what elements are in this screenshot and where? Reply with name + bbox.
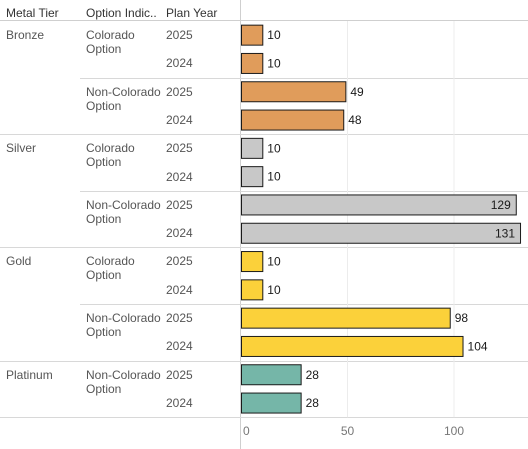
option-indicator-line: Colorado — [86, 254, 135, 269]
option-indicator-label: Non-Colorado Option — [86, 85, 161, 113]
option-indicator-label: Colorado Option — [86, 28, 135, 56]
option-indicator-label: Colorado Option — [86, 141, 135, 169]
bar[interactable] — [241, 24, 264, 46]
plan-year-label: 2025 — [166, 254, 193, 269]
tier-separator — [0, 134, 528, 135]
option-separator — [80, 304, 528, 305]
bar-value-label: 10 — [267, 141, 281, 155]
option-indicator-line: Option — [86, 42, 122, 56]
bar-value-label: 104 — [468, 339, 488, 353]
bar[interactable] — [241, 279, 264, 301]
option-indicator-label: Non-Colorado Option — [86, 368, 161, 396]
metal-tier-label: Bronze — [6, 28, 45, 42]
option-indicator-line: Non-Colorado — [86, 311, 161, 325]
bar[interactable] — [241, 166, 264, 188]
bar[interactable] — [241, 307, 451, 329]
metal-tier-label: Gold — [6, 254, 32, 269]
bar-value-label: 10 — [267, 28, 281, 42]
bar-value-label: 49 — [350, 85, 364, 99]
plan-year-label: 2025 — [166, 141, 193, 156]
option-indicator-line: Non-Colorado — [86, 84, 161, 99]
option-separator — [80, 191, 528, 192]
tier-separator — [0, 417, 528, 418]
plan-year-label: 2024 — [166, 226, 193, 241]
plan-year-header[interactable]: Plan Year — [166, 6, 218, 20]
tier-separator — [0, 247, 528, 248]
x-tick-label: 100 — [444, 424, 464, 438]
bar[interactable] — [241, 81, 347, 103]
bar-value-label: 98 — [455, 311, 469, 325]
bar-value-label: 28 — [306, 368, 320, 382]
plan-year-label: 2025 — [166, 367, 193, 382]
option-indicator-line: Option — [86, 325, 122, 339]
bar-value-label: 10 — [267, 56, 281, 70]
option-indicator-line: Option — [86, 268, 122, 283]
plan-year-label: 2024 — [166, 282, 193, 297]
bar-value-label: 48 — [348, 113, 362, 127]
option-indicator-line: Colorado — [86, 28, 135, 42]
axis-divider — [240, 0, 241, 449]
bar-value-label: 131 — [495, 226, 515, 240]
bar[interactable] — [241, 222, 522, 244]
bar[interactable] — [241, 194, 517, 216]
plan-year-label: 2024 — [166, 339, 193, 354]
option-indicator-header[interactable]: Option Indic.. — [86, 6, 157, 20]
plan-year-label: 2025 — [166, 311, 193, 325]
option-indicator-label: Non-Colorado Option — [86, 311, 161, 339]
bar[interactable] — [241, 52, 264, 74]
metal-tier-header[interactable]: Metal Tier — [6, 6, 59, 20]
bar[interactable] — [241, 251, 264, 273]
bar-value-label: 10 — [267, 170, 281, 184]
header-divider — [0, 20, 528, 21]
bar-value-label: 10 — [267, 283, 281, 297]
plan-year-label: 2025 — [166, 28, 193, 42]
bar-value-label: 10 — [267, 255, 281, 269]
plan-year-label: 2024 — [166, 56, 193, 71]
bar[interactable] — [241, 364, 302, 386]
option-indicator-line: Option — [86, 211, 122, 226]
option-indicator-line: Non-Colorado — [86, 197, 161, 212]
bar[interactable] — [241, 392, 302, 414]
bar[interactable] — [241, 137, 264, 159]
option-indicator-line: Non-Colorado — [86, 367, 161, 382]
bar-value-label: 28 — [306, 396, 320, 410]
bar[interactable] — [241, 335, 464, 357]
option-indicator-line: Colorado — [86, 141, 135, 156]
option-indicator-line: Option — [86, 381, 122, 396]
option-separator — [80, 78, 528, 79]
bar[interactable] — [241, 109, 345, 131]
option-indicator-label: Colorado Option — [86, 254, 135, 282]
x-tick-label: 0 — [243, 424, 250, 438]
option-indicator-label: Non-Colorado Option — [86, 198, 161, 226]
plan-year-label: 2025 — [166, 84, 193, 99]
plan-year-label: 2024 — [166, 112, 193, 127]
plan-year-label: 2025 — [166, 197, 193, 212]
x-tick-label: 50 — [341, 424, 355, 438]
metal-tier-label: Silver — [6, 141, 37, 156]
tier-separator — [0, 361, 528, 362]
bar-value-label: 129 — [491, 198, 511, 212]
option-indicator-line: Option — [86, 98, 122, 113]
option-indicator-line: Option — [86, 155, 122, 170]
plan-year-label: 2024 — [166, 395, 193, 410]
plan-year-label: 2024 — [166, 169, 193, 184]
metal-tier-label: Platinum — [6, 367, 53, 382]
